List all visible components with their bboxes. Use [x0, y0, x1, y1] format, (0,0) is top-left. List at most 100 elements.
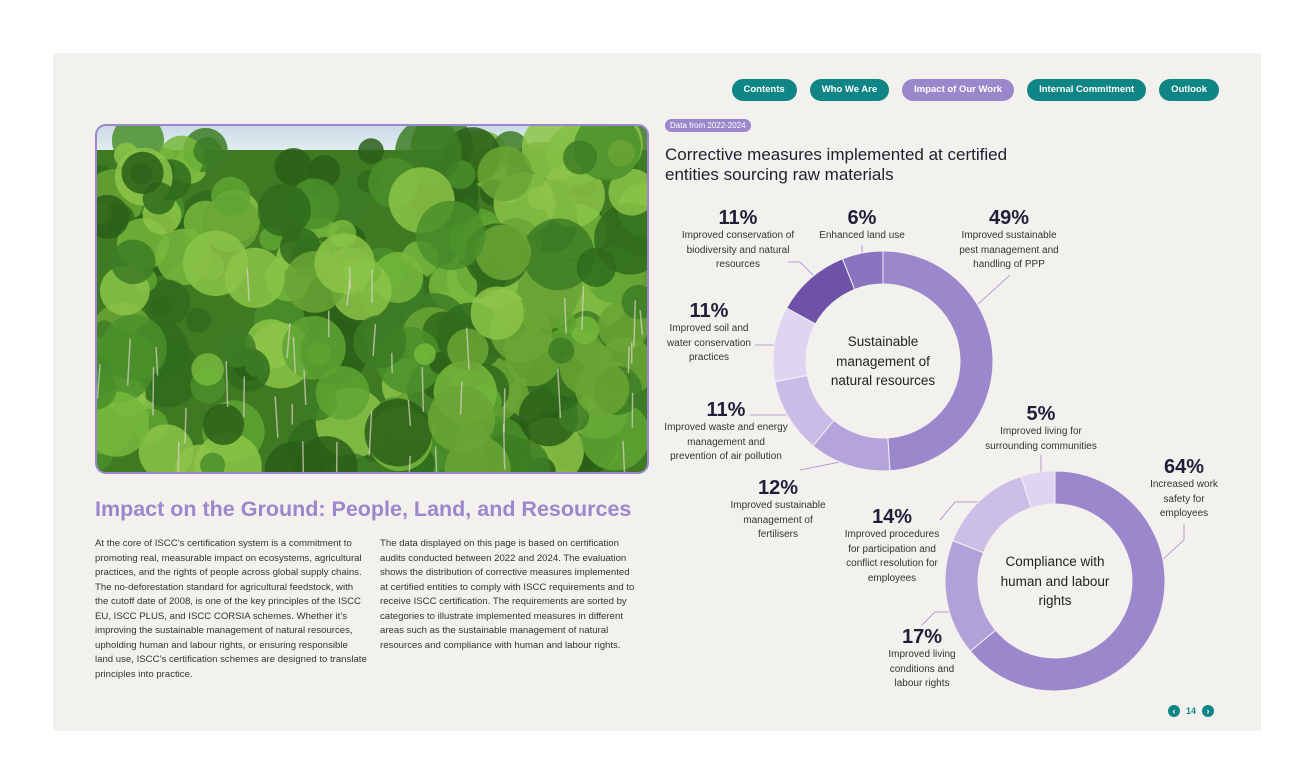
- section-heading: Impact on the Ground: People, Land, and …: [95, 497, 632, 521]
- tree-canopy: [416, 200, 486, 271]
- tree-canopy: [364, 398, 433, 467]
- pager: ‹ 14 ›: [1168, 705, 1215, 717]
- category-label: Enhanced land use: [819, 230, 905, 241]
- category-label: Improved sustainable pest management and…: [959, 230, 1059, 270]
- tree-trunk: [274, 396, 279, 438]
- tree-trunk: [286, 323, 291, 359]
- tree-canopy: [353, 315, 407, 369]
- tree-canopy: [200, 452, 226, 473]
- tree-trunk: [627, 346, 630, 374]
- donut-center-label: Sustainable management of natural resour…: [830, 334, 936, 388]
- segment-label: 6% Enhanced land use: [787, 207, 937, 244]
- segment-label: 17% Improved living conditions and labour…: [847, 626, 997, 692]
- tree-trunk: [421, 367, 425, 412]
- donut-center-label: Compliance with human and labour rights: [1000, 554, 1110, 608]
- donut-segment: [882, 250, 994, 472]
- tree-trunk: [622, 440, 626, 473]
- tree-canopy: [257, 183, 311, 237]
- category-label: Improved conservation of biodiversity an…: [681, 230, 795, 270]
- tree-canopy: [193, 432, 262, 473]
- category-label: Improved soil and water conservation pra…: [667, 323, 751, 363]
- tree-trunk: [225, 361, 229, 407]
- category-label: Improved sustainable management of ferti…: [730, 500, 826, 540]
- tree-canopy: [96, 194, 130, 239]
- tree-canopy: [274, 148, 313, 186]
- tree-canopy: [294, 436, 358, 473]
- tree-canopy: [576, 247, 617, 287]
- category-label: Improved living for surrounding communit…: [985, 426, 1097, 452]
- next-page[interactable]: ›: [1202, 705, 1215, 717]
- segment-label: 11% Improved conservation of biodiversity…: [663, 207, 813, 273]
- prev-page[interactable]: ‹: [1168, 705, 1180, 717]
- tree-canopy: [608, 168, 648, 216]
- tree-trunk: [96, 364, 101, 399]
- tree-canopy: [143, 279, 191, 326]
- nav-button[interactable]: Who We Are: [809, 79, 890, 101]
- forest-photo: [96, 125, 648, 473]
- nav-button[interactable]: Outlook: [1159, 79, 1219, 101]
- tree-canopy: [185, 307, 211, 333]
- value-label: 6%: [847, 207, 877, 229]
- tree-trunk: [465, 327, 470, 370]
- tree-trunk: [184, 407, 187, 444]
- tree-canopy: [427, 385, 496, 453]
- value-label: 64%: [1163, 456, 1205, 478]
- value-label: 11%: [718, 207, 758, 229]
- tree-canopy: [121, 151, 164, 194]
- tree-trunk: [246, 268, 250, 302]
- tree-trunk: [368, 410, 373, 456]
- nav-button[interactable]: Contents: [731, 79, 797, 101]
- tree-canopy: [548, 337, 575, 364]
- tree-canopy: [191, 353, 224, 386]
- tree-canopy: [522, 218, 595, 291]
- value-label: 14%: [871, 506, 913, 528]
- tree-canopy: [217, 329, 256, 368]
- tree-trunk: [302, 441, 305, 473]
- tree-canopy: [183, 230, 249, 296]
- tree-canopy: [358, 138, 384, 164]
- segment-label: 64% Increased work safety for employees: [1109, 456, 1259, 522]
- segment-label: 11% Improved waste and energy management …: [651, 399, 801, 465]
- nav-button[interactable]: Impact of Our Work: [902, 79, 1015, 101]
- photo-frame: [95, 124, 649, 474]
- tree-trunk: [155, 346, 159, 376]
- tree-canopy: [475, 224, 532, 281]
- paragraph: At the core of ISCC’s certification syst…: [95, 538, 367, 680]
- top-nav: Contents Who We Are Impact of Our Work Inte…: [731, 79, 1219, 101]
- tree-canopy: [138, 424, 194, 473]
- tree-canopy: [110, 239, 156, 285]
- tree-canopy: [101, 314, 167, 381]
- data-badge: Data from 2022-2024: [665, 119, 751, 132]
- value-label: 49%: [988, 207, 1030, 229]
- tree-trunk: [557, 368, 562, 419]
- donut-segment: [1020, 470, 1056, 509]
- chart-title: Corrective measures implemented at certi…: [665, 145, 1008, 184]
- page-number: 14: [1186, 706, 1197, 716]
- donut-segment: [969, 470, 1166, 692]
- paragraph: The data displayed on this page is based…: [380, 538, 635, 651]
- tree-trunk: [459, 381, 463, 415]
- tree-trunk: [406, 455, 412, 473]
- tree-trunk: [639, 310, 644, 335]
- tree-canopy: [211, 176, 251, 216]
- value-label: 17%: [901, 626, 943, 648]
- tree-trunk: [372, 323, 377, 356]
- category-label: Improved living conditions and labour ri…: [888, 649, 956, 689]
- nav-button[interactable]: Internal Commitment: [1027, 79, 1147, 101]
- tree-trunk: [346, 279, 351, 306]
- tree-trunk: [292, 337, 296, 374]
- category-label: Improved waste and energy management and…: [664, 422, 788, 462]
- segment-label: 14% Improved procedures for participation…: [817, 506, 967, 586]
- category-label: Increased work safety for employees: [1150, 479, 1218, 519]
- tree-trunk: [303, 369, 307, 405]
- tree-canopy: [575, 361, 630, 416]
- segment-label: 11% Improved soil and water conservation …: [634, 300, 784, 366]
- value-label: 5%: [1026, 403, 1056, 425]
- tree-trunk: [503, 388, 506, 433]
- tree-canopy: [477, 146, 533, 202]
- tree-canopy: [193, 137, 222, 166]
- tree-trunk: [633, 300, 637, 347]
- tree-canopy: [202, 403, 245, 446]
- value-label: 11%: [689, 300, 729, 322]
